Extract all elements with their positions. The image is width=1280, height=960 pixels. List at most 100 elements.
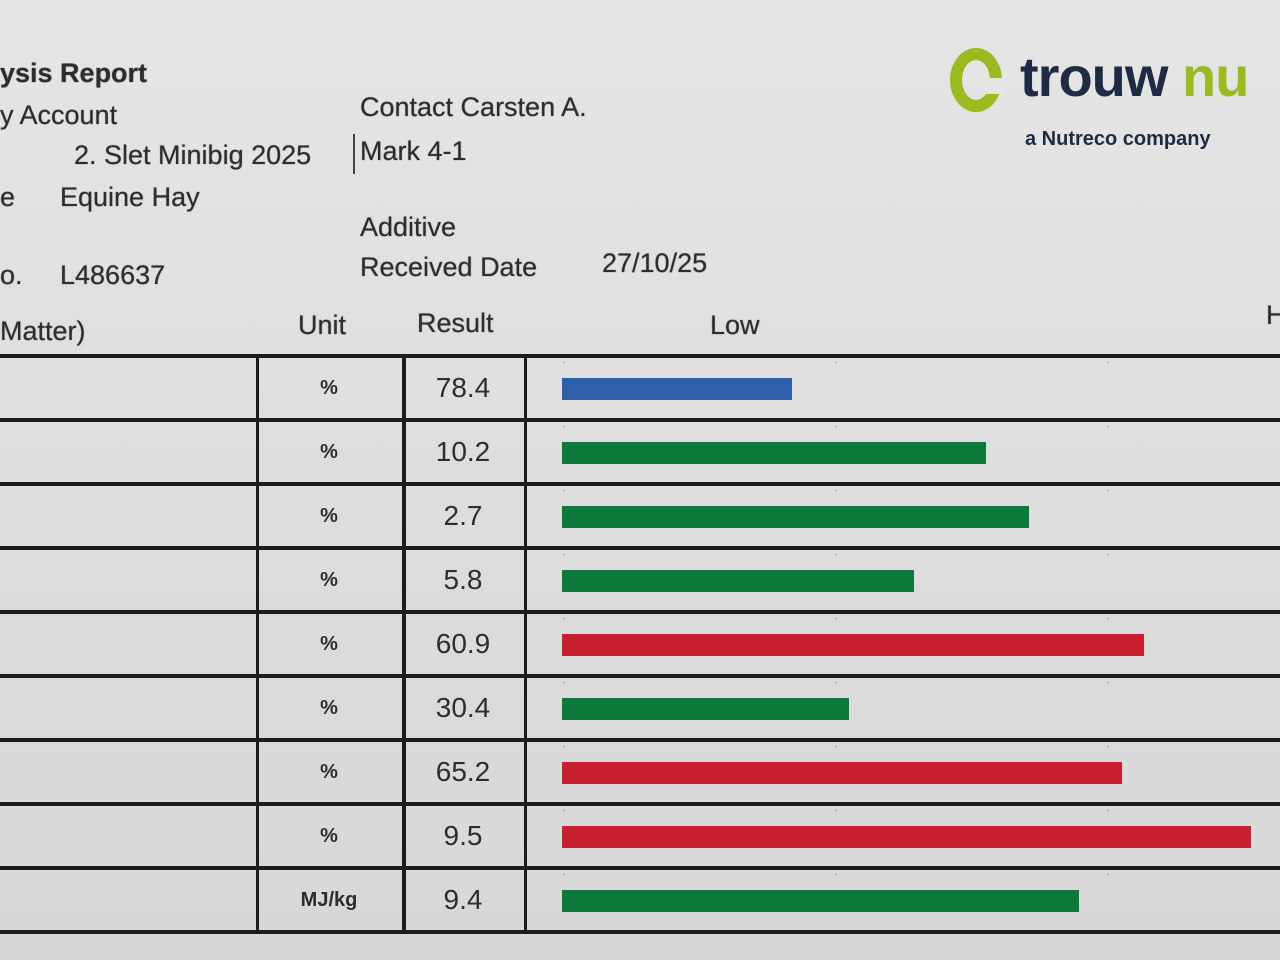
row-bar-cell: ' ' ' [525, 678, 1280, 738]
row-bar-cell: ' ' ' [525, 550, 1280, 610]
tick-mark: ' [563, 680, 565, 690]
result-bar [562, 698, 850, 720]
lab-no-label: o. [0, 260, 23, 290]
row-unit: % [256, 678, 406, 738]
row-label [0, 870, 259, 930]
tick-mark: ' [835, 360, 837, 370]
result-bar [562, 634, 1144, 656]
tick-mark: ' [835, 616, 837, 626]
received-date: 27/10/25 [602, 248, 708, 278]
row-label [0, 550, 259, 610]
tick-mark: ' [1107, 424, 1109, 434]
column-name: Matter) [0, 316, 86, 346]
row-label [0, 422, 259, 482]
logo-tagline: a Nutreco company [1025, 128, 1211, 150]
table-row: % 2.7 ' ' ' [0, 482, 1280, 546]
tick-mark: ' [835, 488, 837, 498]
row-bar-cell: ' ' ' [525, 422, 1280, 482]
tick-mark: ' [835, 744, 837, 754]
tick-mark: ' [563, 360, 565, 370]
column-unit: Unit [298, 310, 347, 340]
tick-mark: ' [1107, 872, 1109, 882]
contact: Contact Carsten A. [360, 92, 587, 122]
row-result: 65.2 [402, 742, 527, 802]
table-row: % 60.9 ' ' ' [0, 610, 1280, 674]
logo-brand-2: nu [1181, 45, 1249, 108]
table-row: % 30.4 ' ' ' [0, 674, 1280, 738]
logo-text: trouw nu [1020, 44, 1249, 109]
tick-mark: ' [1107, 552, 1109, 562]
logo-brand-1: trouw [1020, 45, 1168, 108]
row-unit: % [256, 614, 406, 674]
tick-mark: ' [563, 424, 565, 434]
row-label [0, 742, 259, 802]
tick-mark: ' [1107, 808, 1109, 818]
report-title: ysis Report [0, 58, 148, 88]
row-bar-cell: ' ' ' [525, 870, 1280, 930]
tick-mark: ' [1107, 680, 1109, 690]
tick-mark: ' [835, 872, 837, 882]
table-row: % 5.8 ' ' ' [0, 546, 1280, 610]
tick-mark: ' [1107, 488, 1109, 498]
row-result: 10.2 [402, 422, 527, 482]
result-bar [562, 442, 986, 464]
result-bar [562, 762, 1123, 784]
row-result: 60.9 [402, 614, 527, 674]
sample-name: 2. Slet Minibig 2025 [74, 140, 312, 170]
column-high: H [1266, 300, 1280, 330]
table-row: % 10.2 ' ' ' [0, 418, 1280, 482]
tick-mark: ' [835, 680, 837, 690]
row-unit: % [256, 358, 406, 418]
row-unit: % [256, 742, 406, 802]
row-unit: % [256, 806, 406, 866]
row-result: 78.4 [402, 358, 527, 418]
logo-mark-icon [950, 48, 1004, 112]
row-label [0, 486, 259, 546]
type-label: e [0, 182, 16, 212]
tick-mark: ' [563, 744, 565, 754]
result-bar [562, 506, 1029, 528]
sample-name-cont: Mark 4-1 [360, 136, 467, 166]
table-row: % 65.2 ' ' ' [0, 738, 1280, 802]
table-row: MJ/kg 9.4 ' ' ' [0, 866, 1280, 930]
row-result: 9.5 [402, 806, 527, 866]
tick-mark: ' [835, 552, 837, 562]
row-unit: MJ/kg [256, 870, 406, 930]
row-unit: % [256, 550, 406, 610]
table-row: % 78.4 ' ' ' [0, 354, 1280, 418]
tick-mark: ' [563, 872, 565, 882]
tick-mark: ' [1107, 616, 1109, 626]
column-low: Low [710, 310, 760, 340]
row-bar-cell: ' ' ' [525, 614, 1280, 674]
tick-mark: ' [1107, 360, 1109, 370]
tick-mark: ' [835, 424, 837, 434]
tick-mark: ' [563, 552, 565, 562]
received-date-label: Received Date [360, 252, 538, 282]
row-label [0, 614, 259, 674]
table-row: % 9.5 ' ' ' [0, 802, 1280, 866]
additive-label: Additive [360, 212, 457, 242]
row-label [0, 678, 259, 738]
result-bar [562, 378, 792, 400]
result-bar [562, 570, 914, 592]
row-label [0, 358, 259, 418]
tick-mark: ' [1107, 744, 1109, 754]
row-label [0, 806, 259, 866]
tick-mark: ' [563, 808, 565, 818]
row-result: 2.7 [402, 486, 527, 546]
tick-mark: ' [563, 488, 565, 498]
row-bar-cell: ' ' ' [525, 806, 1280, 866]
column-result: Result [417, 308, 494, 338]
row-unit: % [256, 422, 406, 482]
tick-mark: ' [563, 616, 565, 626]
row-result: 9.4 [402, 870, 527, 930]
account-label: y Account [0, 100, 118, 130]
table-bottom-border [0, 930, 1280, 934]
result-bar [562, 890, 1079, 912]
lab-no: L486637 [60, 260, 166, 290]
divider [353, 134, 355, 174]
row-bar-cell: ' ' ' [525, 742, 1280, 802]
result-bar [562, 826, 1252, 848]
tick-mark: ' [835, 808, 837, 818]
